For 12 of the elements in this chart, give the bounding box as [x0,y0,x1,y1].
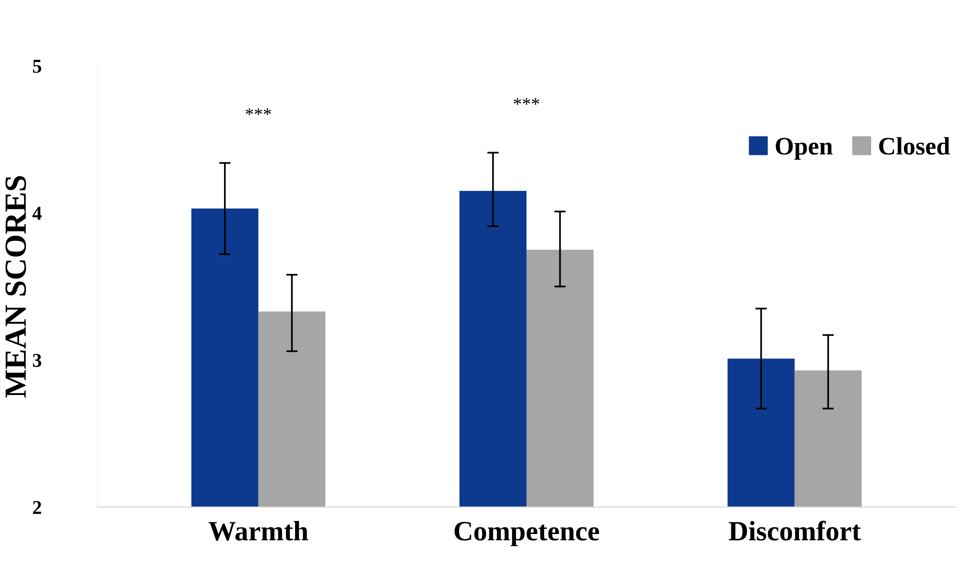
legend-label: Open [776,138,833,160]
y-tick-label: 4 [32,206,42,220]
y-tick-label: 2 [33,500,42,514]
y-tick-label: 3 [32,354,42,367]
x-tick-label: Discomfort [728,520,861,541]
annotation: *** [514,98,540,105]
legend-label: Closed [879,137,950,155]
annotation: *** [246,108,272,116]
x-tick-label: Warmth [208,520,308,541]
y-axis-title: MEAN SCORES [5,176,26,398]
y-tick-label: 5 [33,60,42,73]
x-tick-label: Competence [454,522,600,546]
